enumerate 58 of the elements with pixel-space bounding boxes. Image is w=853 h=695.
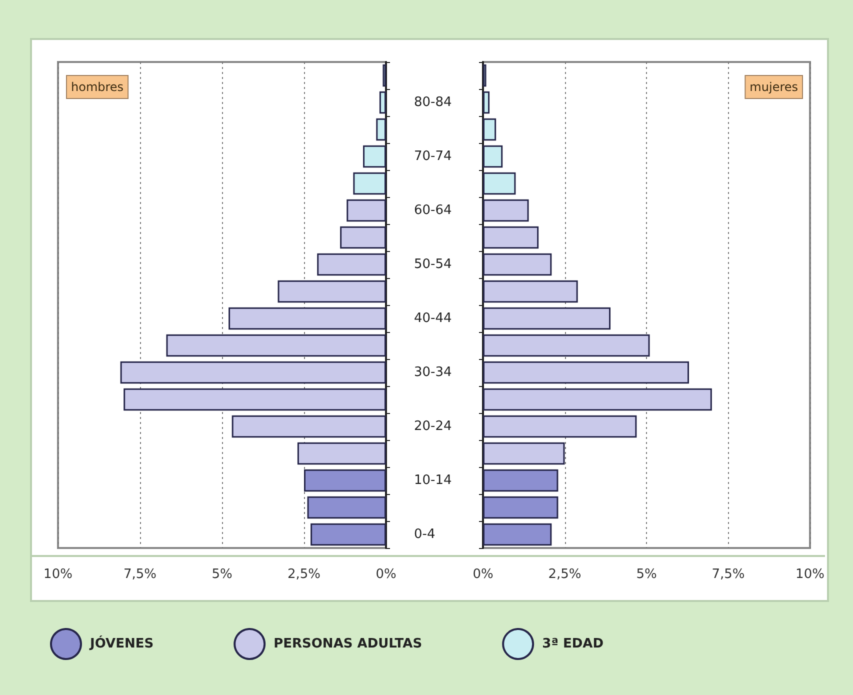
bar (483, 226, 539, 249)
bar (310, 523, 386, 546)
bar (483, 172, 516, 195)
bar (483, 307, 611, 330)
x-tick-label: 7,5% (123, 567, 157, 582)
bar (232, 415, 386, 438)
bar (483, 91, 490, 114)
bar (304, 469, 386, 492)
bar (166, 334, 386, 357)
bar (228, 307, 386, 330)
y-tick-label: 80-84 (414, 95, 452, 110)
bar (363, 145, 386, 168)
bar (483, 361, 690, 384)
x-tick-label: 0% (376, 567, 396, 582)
y-tick-label: 10-14 (414, 473, 452, 488)
bar (483, 496, 558, 519)
bar (317, 253, 386, 276)
bar (483, 523, 552, 546)
bar (124, 388, 386, 411)
annotation: hombres (71, 80, 124, 94)
bar (297, 442, 386, 465)
bar (483, 199, 529, 222)
bar (483, 280, 578, 303)
y-tick-label: 0-4 (414, 527, 436, 542)
bar (483, 118, 496, 141)
x-tick-label: 5% (636, 567, 657, 582)
bar (483, 145, 503, 168)
y-tick-label: 20-24 (414, 419, 452, 434)
bar (376, 118, 386, 141)
annotation: mujeres (750, 80, 798, 94)
x-tick-label: 10% (796, 567, 824, 582)
legend-label: PERSONAS ADULTAS (274, 636, 422, 652)
x-tick-label: 2,5% (548, 567, 582, 582)
bar (483, 253, 552, 276)
bar (483, 388, 712, 411)
bar (346, 199, 386, 222)
bar (379, 91, 386, 114)
bar (353, 172, 386, 195)
y-tick-label: 50-54 (414, 257, 452, 272)
y-tick-label: 70-74 (414, 149, 452, 164)
y-tick-label: 30-34 (414, 365, 452, 380)
y-tick-label: 40-44 (414, 311, 452, 326)
bar (483, 415, 637, 438)
x-tick-label: 10% (44, 567, 72, 582)
bar (340, 226, 386, 249)
y-tick-label: 60-64 (414, 203, 452, 218)
legend-label: JÓVENES (89, 634, 154, 652)
bar (307, 496, 386, 519)
bar (483, 442, 565, 465)
bar (278, 280, 386, 303)
bar (483, 469, 558, 492)
x-tick-label: 5% (212, 567, 232, 582)
bar (120, 361, 386, 384)
x-tick-label: 7,5% (712, 567, 745, 582)
legend-label: 3ª EDAD (542, 636, 604, 652)
x-tick-label: 0% (472, 567, 494, 582)
bar (483, 334, 650, 357)
x-tick-label: 2,5% (287, 567, 321, 582)
